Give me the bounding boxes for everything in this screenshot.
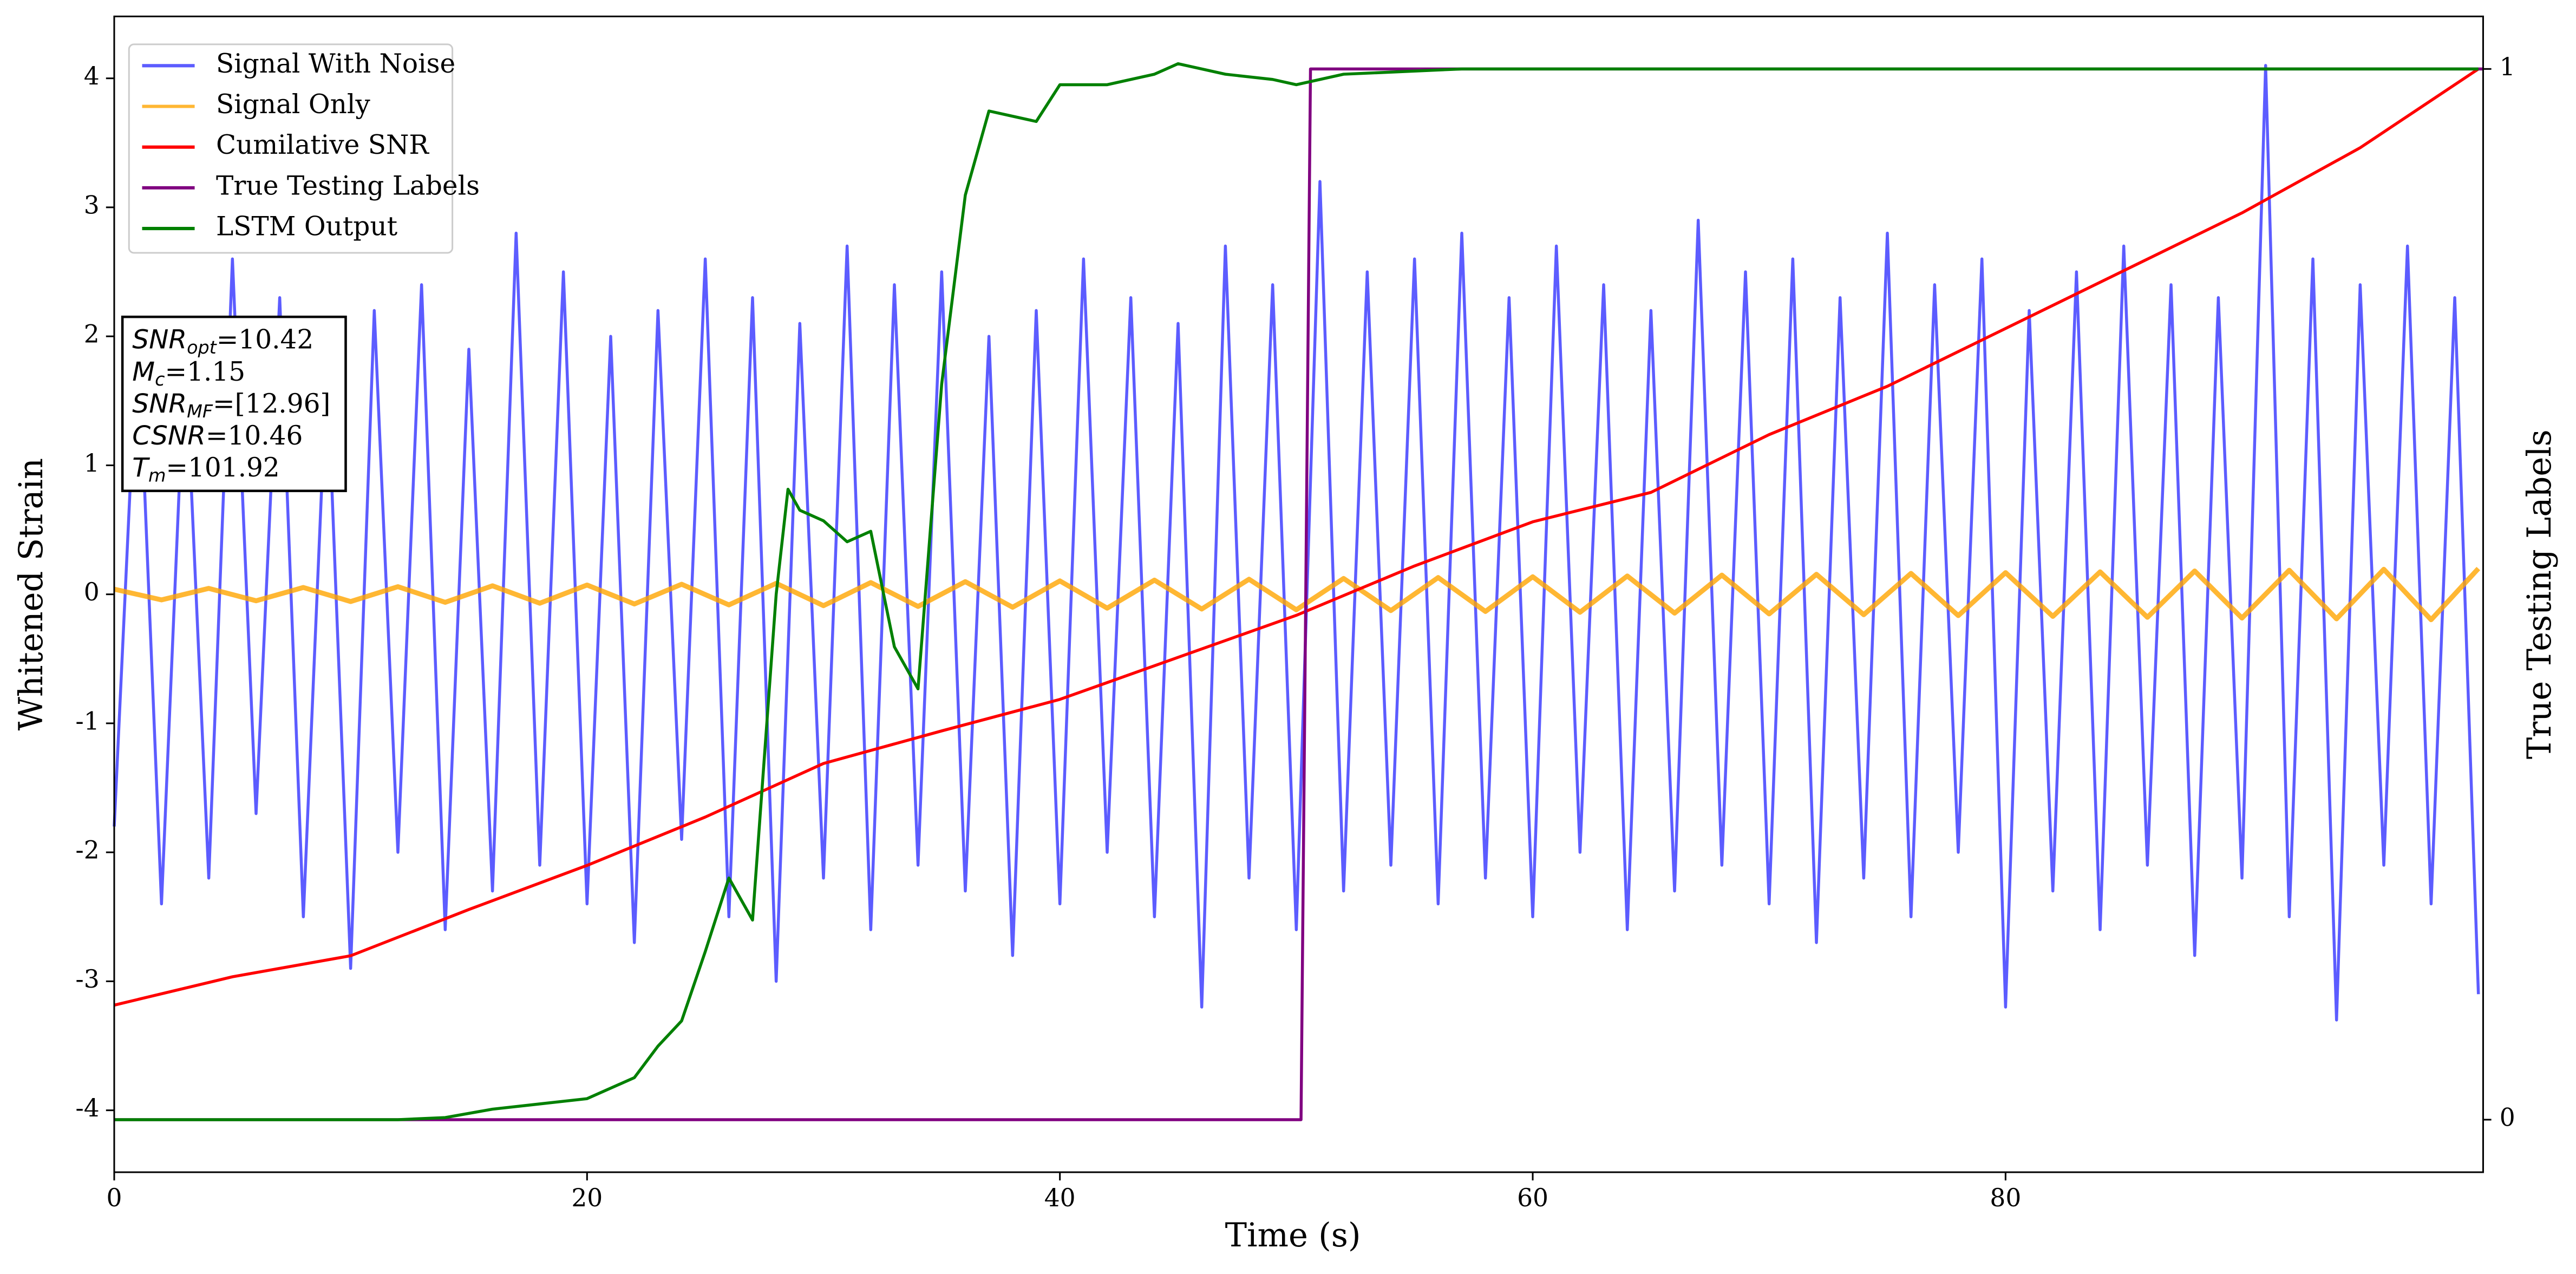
legend-label: Signal With Noise — [216, 49, 455, 79]
y2-tick-label: 0 — [2500, 1103, 2515, 1132]
annotation-frame — [121, 315, 347, 492]
annotation-box: SNRopt=10.42Mc=1.15SNRMF=[12.96]CSNR=10.… — [121, 315, 347, 492]
series-line — [114, 68, 2480, 1007]
annotation-line: Mc=1.15 — [132, 356, 245, 389]
y2-tick-label: 1 — [2500, 53, 2515, 81]
annotation-name: CSNR — [132, 421, 206, 451]
annotation-line: SNRMF=[12.96] — [132, 388, 330, 421]
annotation-value: =1.15 — [165, 356, 246, 387]
x-axis-label: Time (s) — [1225, 1217, 1361, 1255]
y-tick-label: 1 — [84, 449, 100, 478]
y-tick-label: 3 — [84, 191, 100, 219]
y2-axis-label: True Testing Labels — [2521, 429, 2559, 759]
annotation-name: SNR — [132, 325, 187, 355]
x-tick-label: 60 — [1517, 1184, 1548, 1212]
annotation-sub: opt — [187, 336, 218, 357]
annotation-name: SNR — [132, 389, 187, 419]
y-tick-label: -2 — [75, 836, 99, 865]
x-tick-label: 40 — [1044, 1184, 1076, 1212]
x-tick-label: 80 — [1990, 1184, 2021, 1212]
annotation-value: =10.42 — [217, 324, 313, 355]
y-tick-label: 4 — [84, 62, 100, 90]
y-tick-label: -1 — [75, 707, 99, 735]
annotation-value: =[12.96] — [213, 388, 330, 419]
legend-label: Cumilative SNR — [216, 130, 429, 160]
x-tick-label: 20 — [571, 1184, 603, 1212]
legend-label: Signal Only — [216, 89, 370, 120]
y-tick-label: 2 — [84, 320, 100, 349]
annotation-line: SNRopt=10.42 — [132, 324, 313, 357]
y-axis-label: Whitened Strain — [12, 458, 50, 730]
annotation-line: CSNR=10.46 — [132, 421, 303, 452]
legend: Signal With Noise Signal Only Cumilative S… — [128, 43, 480, 254]
annotation-line: Tm=101.92 — [132, 453, 279, 486]
plot-frame — [113, 15, 2484, 1173]
y-tick-label: 0 — [84, 578, 100, 606]
series-line — [113, 566, 2481, 623]
annotation-name: M — [132, 357, 155, 387]
annotation-sub: c — [155, 368, 165, 389]
y-tick-label: -3 — [75, 965, 99, 994]
legend-label: True Testing Labels — [216, 171, 480, 201]
legend-box — [128, 43, 454, 254]
annotation-sub: m — [148, 465, 166, 486]
annotation-name: T — [132, 453, 150, 483]
annotation-sub: MF — [187, 401, 213, 422]
annotation-value: =101.92 — [166, 453, 279, 483]
series-line — [113, 64, 2480, 1022]
y-tick-label: -4 — [75, 1094, 99, 1122]
annotation-value: =10.46 — [206, 421, 303, 451]
legend-label: LSTM Output — [216, 212, 398, 242]
series-line — [114, 62, 2479, 1121]
x-tick-label: 0 — [106, 1184, 122, 1212]
